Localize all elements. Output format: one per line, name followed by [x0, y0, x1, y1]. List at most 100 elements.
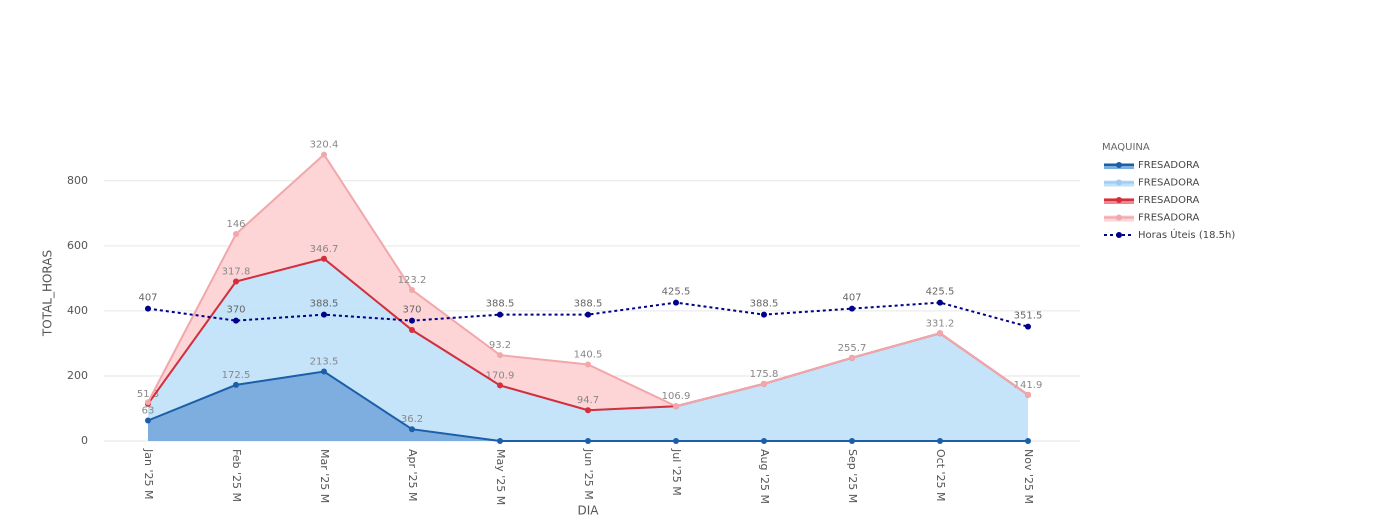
x-tick-label: May '25 M	[494, 449, 507, 505]
x-tick-label: Nov '25 M	[1022, 449, 1035, 504]
value-label: 63	[142, 406, 155, 417]
area-fill	[148, 258, 1028, 441]
hours-point	[233, 317, 239, 324]
value-label: 94.7	[577, 395, 599, 406]
point	[761, 438, 767, 444]
value-label: 331.2	[926, 318, 955, 329]
point	[233, 231, 239, 238]
point	[321, 255, 327, 262]
y-tick-label: 200	[67, 369, 88, 382]
hours-point	[409, 317, 415, 324]
point	[497, 352, 503, 359]
legend-label: FRESADORA	[1138, 178, 1200, 189]
point	[497, 382, 503, 389]
hours-point	[761, 311, 767, 318]
value-label: 388.5	[310, 299, 339, 310]
value-label: 146	[226, 219, 245, 230]
value-label: 388.5	[574, 299, 603, 310]
y-tick-label: 400	[67, 304, 88, 317]
legend-label: FRESADORA	[1138, 160, 1200, 171]
point	[409, 286, 415, 293]
value-label: 36.2	[401, 414, 423, 425]
hours-point	[937, 299, 943, 306]
point	[145, 417, 151, 424]
point	[1025, 391, 1031, 398]
point	[145, 399, 151, 406]
point	[409, 327, 415, 334]
point	[233, 278, 239, 285]
y-tick-label: 0	[81, 434, 88, 447]
hours-point	[585, 311, 591, 318]
value-label: 172.5	[222, 370, 251, 381]
x-axis-title: DIA	[578, 504, 600, 518]
value-label: 106.9	[662, 391, 691, 402]
point	[497, 438, 503, 444]
y-axis-title: TOTAL_HORAS	[41, 250, 55, 337]
y-tick-label: 600	[67, 239, 88, 252]
hours-point	[497, 311, 503, 318]
point	[585, 438, 591, 444]
point	[761, 380, 767, 387]
x-tick-label: Feb '25 M	[230, 449, 243, 502]
point	[849, 354, 855, 361]
value-label: 320.4	[310, 140, 339, 151]
value-label: 123.2	[398, 275, 427, 286]
value-label: 370	[226, 305, 245, 316]
hours-point	[321, 311, 327, 318]
point	[321, 151, 327, 158]
point	[937, 330, 943, 337]
x-tick-label: Mar '25 M	[318, 449, 331, 503]
point	[1025, 438, 1031, 444]
value-label: 407	[842, 293, 861, 304]
legend-marker	[1116, 214, 1122, 221]
value-label: 175.8	[750, 369, 779, 380]
value-label: 425.5	[662, 287, 691, 298]
legend-title: MAQUINA	[1102, 142, 1150, 153]
value-label: 140.5	[574, 349, 603, 360]
x-tick-label: Aug '25 M	[758, 449, 771, 504]
point	[937, 438, 943, 444]
legend-marker	[1116, 162, 1122, 168]
x-tick-label: Jun '25 M	[582, 448, 595, 500]
value-label: 370	[402, 305, 421, 316]
value-label: 170.9	[486, 370, 515, 381]
value-label: 51.3	[137, 389, 159, 400]
value-label: 93.2	[489, 340, 511, 351]
x-tick-label: Sep '25 M	[846, 449, 859, 503]
x-tick-label: Jul '25 M	[670, 448, 683, 496]
legend-marker	[1116, 197, 1122, 203]
value-label: 388.5	[750, 299, 779, 310]
legend-marker	[1116, 232, 1122, 238]
legend-label: Horas Úteis (18.5h)	[1138, 228, 1235, 241]
value-label: 351.5	[1014, 311, 1043, 322]
hours-point	[1025, 323, 1031, 330]
hours-point	[849, 305, 855, 312]
point	[585, 361, 591, 368]
point	[673, 438, 679, 444]
y-tick-label: 800	[67, 174, 88, 187]
value-label: 425.5	[926, 287, 955, 298]
value-label: 213.5	[310, 357, 339, 368]
x-tick-label: Apr '25 M	[406, 449, 419, 502]
hours-point	[145, 305, 151, 312]
point	[233, 381, 239, 388]
point	[585, 407, 591, 414]
x-tick-label: Jan '25 M	[142, 448, 155, 499]
point	[673, 403, 679, 410]
legend-marker	[1116, 179, 1122, 186]
value-label: 317.8	[222, 267, 251, 278]
legend-label: FRESADORA	[1138, 195, 1200, 206]
x-tick-label: Oct '25 M	[934, 449, 947, 502]
value-label: 255.7	[838, 343, 867, 354]
value-label: 407	[138, 293, 157, 304]
value-label: 388.5	[486, 299, 515, 310]
point	[321, 368, 327, 375]
hours-point	[673, 299, 679, 306]
area-fill	[148, 371, 1028, 441]
point	[849, 438, 855, 444]
point	[409, 426, 415, 433]
value-label: 141.9	[1014, 380, 1043, 391]
value-label: 346.7	[310, 244, 339, 255]
legend-label: FRESADORA	[1138, 213, 1200, 224]
